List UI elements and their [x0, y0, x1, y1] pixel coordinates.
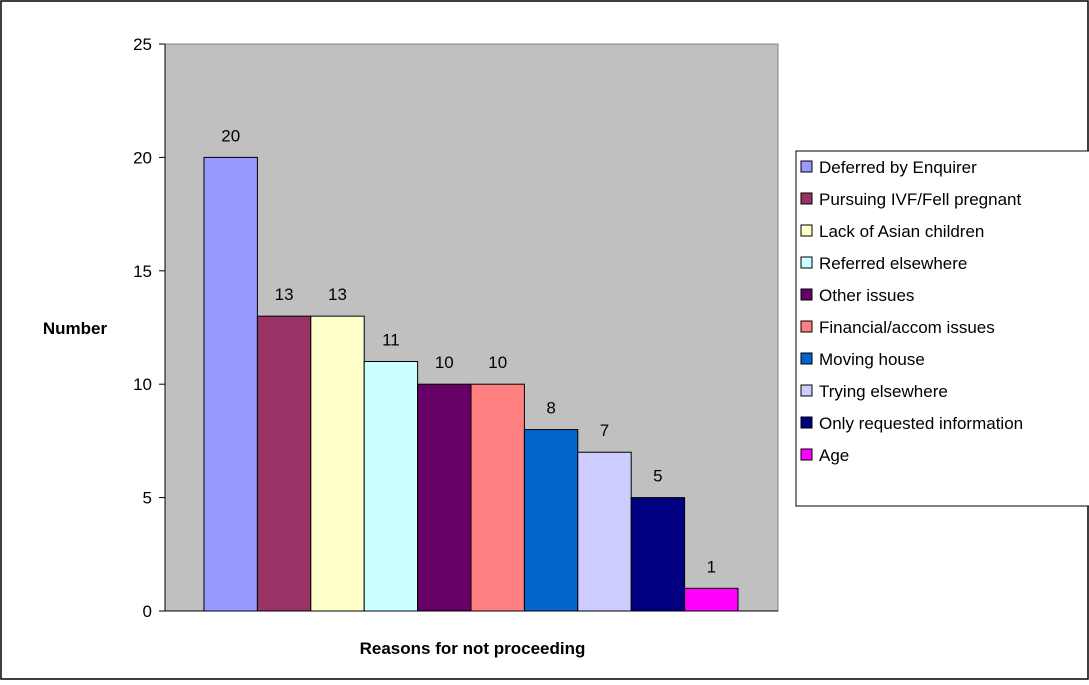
bar-value-label: 13 [275, 285, 294, 304]
bar [630, 497, 686, 612]
bar [577, 451, 632, 612]
bar-value-label: 5 [653, 467, 662, 486]
legend-swatch [800, 352, 813, 365]
bar-value-label: 10 [488, 353, 507, 372]
legend-entry-label: Lack of Asian children [819, 222, 984, 241]
bar-value-label: 13 [328, 285, 347, 304]
bar-value-label: 7 [600, 421, 609, 440]
y-tick-label: 15 [133, 262, 152, 281]
legend-swatch [800, 288, 813, 301]
y-tick-label: 20 [133, 148, 152, 167]
bar [523, 429, 579, 612]
y-tick-label: 10 [133, 375, 152, 394]
bar [203, 156, 258, 612]
legend-swatch [800, 416, 813, 429]
legend-swatch [800, 224, 813, 237]
y-tick-label: 0 [143, 602, 152, 621]
bar-value-label: 10 [435, 353, 454, 372]
bar-value-label: 8 [546, 399, 555, 418]
y-tick-label: 25 [133, 35, 152, 54]
y-axis-label: Number [43, 319, 108, 338]
legend-entry-label: Trying elsewhere [819, 382, 948, 401]
legend-entry-label: Deferred by Enquirer [819, 158, 977, 177]
bar [363, 361, 419, 612]
legend-swatch [800, 256, 813, 269]
bar-value-label: 20 [221, 126, 240, 145]
legend: Deferred by Enquirer Pursuing IVF/Fell pr… [795, 150, 1089, 507]
y-tick-label: 5 [143, 489, 152, 508]
bar [310, 315, 365, 612]
legend-box [795, 150, 1089, 507]
legend-entry-label: Other issues [819, 286, 914, 305]
bar [417, 383, 472, 612]
legend-swatch [800, 192, 813, 205]
data-labels: 20 13 13 11 10 10 8 7 5 1 [221, 126, 716, 576]
bar-series [203, 156, 739, 612]
legend-swatch [800, 448, 813, 461]
bar [684, 587, 739, 612]
legend-entry-label: Only requested information [819, 414, 1023, 433]
legend-swatch [800, 384, 813, 397]
x-axis-label: Reasons for not proceeding [360, 639, 586, 658]
bar [470, 383, 525, 612]
bar [256, 315, 312, 612]
bar-value-label: 1 [707, 557, 716, 576]
legend-entry-label: Referred elsewhere [819, 254, 967, 273]
legend-entry-label: Financial/accom issues [819, 318, 995, 337]
legend-entry-label: Age [819, 446, 849, 465]
legend-swatch [800, 320, 813, 333]
legend-entry-label: Pursuing IVF/Fell pregnant [819, 190, 1021, 209]
bar-value-label: 11 [382, 331, 400, 350]
legend-swatch [800, 160, 813, 173]
legend-entry-label: Moving house [819, 350, 925, 369]
